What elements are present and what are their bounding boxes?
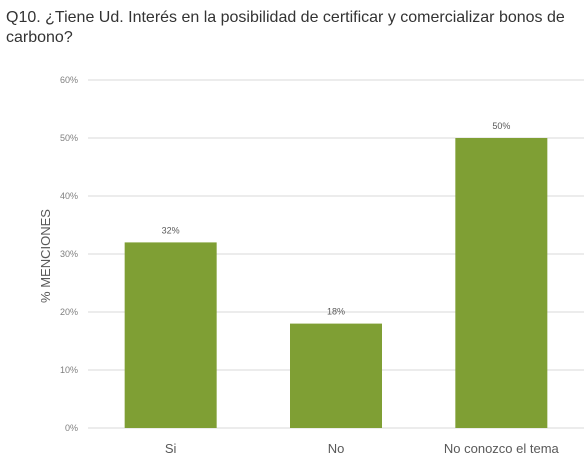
bar-no-conozco-el-tema (455, 138, 548, 428)
bars (124, 138, 548, 428)
category-label: Si (165, 441, 177, 456)
chart-title: Q10. ¿Tiene Ud. Interés en la posibilida… (6, 9, 565, 46)
bar-si (124, 242, 217, 428)
category-labels: Si No No conozco el tema (165, 441, 560, 456)
y-tick-labels: 0% 10% 20% 30% 40% 50% 60% (60, 75, 78, 433)
y-tick-label: 10% (60, 365, 78, 375)
y-tick-label: 20% (60, 307, 78, 317)
y-tick-label: 50% (60, 133, 78, 143)
y-tick-label: 30% (60, 249, 78, 259)
data-label: 32% (162, 225, 180, 235)
category-label: No (328, 441, 345, 456)
data-labels: 32% 18% 50% (162, 121, 511, 317)
category-label: No conozco el tema (444, 441, 560, 456)
y-tick-label: 0% (65, 423, 78, 433)
y-axis-label: % MENCIONES (38, 209, 53, 303)
y-tick-label: 40% (60, 191, 78, 201)
data-label: 18% (327, 307, 345, 317)
y-tick-label: 60% (60, 75, 78, 85)
bar-no (290, 323, 382, 428)
data-label: 50% (492, 121, 510, 131)
